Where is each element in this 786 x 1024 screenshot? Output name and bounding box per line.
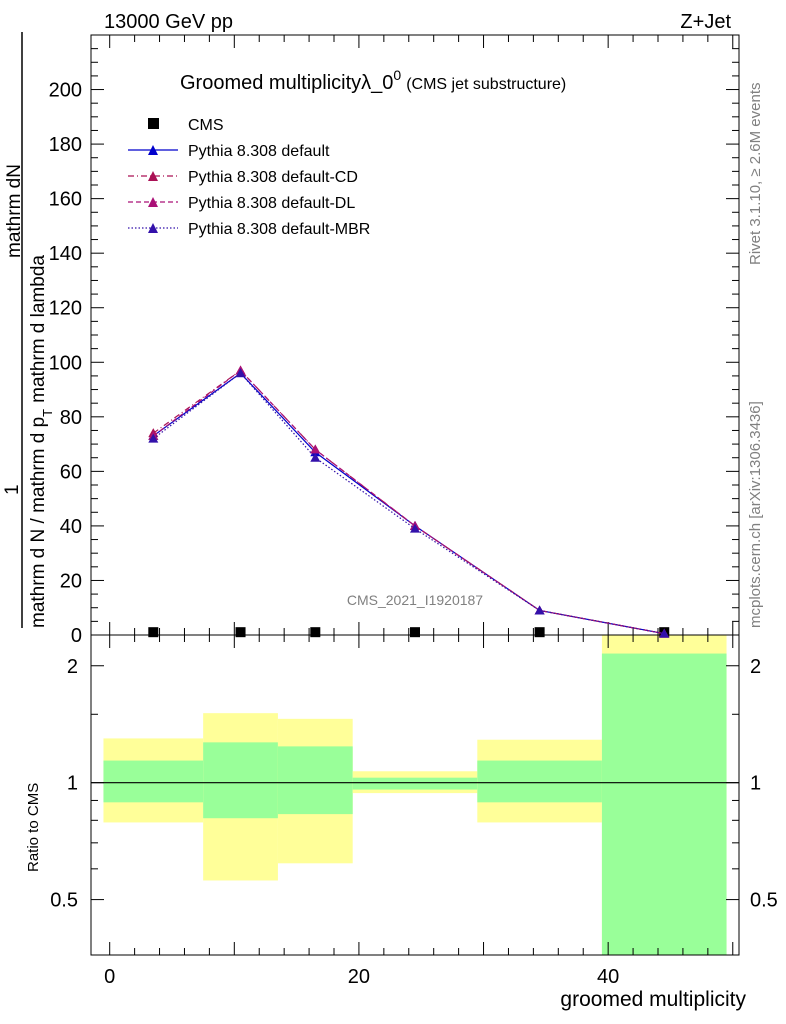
- y-label-numerator: mathrm dN: [4, 164, 25, 258]
- series-4-point-2: [310, 452, 321, 462]
- legend-label-0: CMS: [188, 117, 224, 134]
- ratio-band-inner-2: [277, 746, 353, 815]
- legend-marker-4: [148, 223, 158, 233]
- ratio-ytick-label-left-2: 2: [67, 656, 78, 678]
- cms-point-3: [410, 627, 420, 638]
- series-4-point-1: [235, 368, 246, 378]
- ratio-band-inner-3: [352, 777, 478, 790]
- side-label-top: Rivet 3.1.10, ≥ 2.6M events: [747, 83, 764, 266]
- main-axes: 0 20 40 60 80 100 120 140 160 180 200: [49, 34, 740, 647]
- cms-point-0: [148, 627, 159, 638]
- series-4-point-5: [659, 628, 670, 638]
- side-label-bottom: mcplots.cern.ch [arXiv:1306.3436]: [747, 401, 764, 628]
- legend-label-3: Pythia 8.308 default-DL: [188, 195, 355, 212]
- series-3-point-2: [310, 444, 321, 454]
- y-label-lower: mathrm d N / mathrm d pTmathrm d lambda: [28, 255, 55, 628]
- cms-point-4: [534, 627, 545, 638]
- ratio-ytick-label-left-1: 1: [67, 773, 78, 795]
- main-ytick-label-7: 140: [49, 243, 82, 265]
- cms-point-2: [310, 627, 321, 638]
- legend-marker-2: [148, 171, 158, 181]
- chart-title: Groomed multiplicityλ_00 (CMS jet substru…: [180, 67, 566, 94]
- legend-marker-3: [148, 197, 158, 207]
- ratio-band-inner-1: [203, 742, 278, 819]
- series-line-3: [152, 369, 665, 635]
- main-ytick-label-0: 0: [71, 625, 82, 647]
- cms-point-1: [235, 627, 246, 638]
- ratio-band-inner-5: [601, 653, 727, 955]
- legend-marker-1: [148, 145, 158, 155]
- series-4-point-4: [534, 605, 545, 615]
- chart-title-sub: (CMS jet substructure): [406, 76, 566, 93]
- y-label-sub: T: [40, 409, 55, 417]
- ratio-ytick-label-left-0: 0.5: [50, 890, 78, 912]
- watermark-label: CMS_2021_I1920187: [347, 592, 483, 608]
- main-ytick-label-8: 160: [49, 189, 82, 211]
- ratio-ytick-label-right-2: 2: [750, 656, 761, 678]
- main-ytick-label-5: 100: [49, 352, 82, 374]
- main-ytick-label-4: 80: [60, 407, 82, 429]
- ratio-band-inner-4: [477, 760, 602, 803]
- x-axis-label: groomed multiplicity: [560, 988, 746, 1011]
- chart-title-sup: 0: [393, 67, 401, 83]
- series-4-point-3: [410, 523, 420, 533]
- series-4-point-0: [148, 433, 159, 443]
- legend-label-2: Pythia 8.308 default-CD: [188, 169, 358, 186]
- main-ytick-label-9: 180: [49, 134, 82, 156]
- legend-label-4: Pythia 8.308 default-MBR: [188, 221, 370, 238]
- header-right: Z+Jet: [680, 11, 731, 33]
- y-label-lower-text: mathrm d N / mathrm d p: [28, 417, 49, 628]
- ratio-axes: 0.5 0.51 12 20 20 40: [50, 634, 778, 988]
- main-ytick-label-6: 120: [49, 298, 82, 320]
- main-ytick-label-2: 40: [60, 516, 82, 538]
- xtick-label-2: 40: [597, 966, 619, 988]
- main-ytick-label-10: 200: [49, 80, 82, 102]
- xtick-label-1: 20: [348, 966, 370, 988]
- ratio-ytick-label-right-1: 1: [750, 773, 761, 795]
- ratio-band-inner-0: [103, 760, 204, 803]
- xtick-label-0: 0: [104, 966, 115, 988]
- ratio-ytick-label-right-0: 0.5: [750, 890, 778, 912]
- legend-marker-cms: [148, 118, 159, 129]
- chart-title-main: Groomed multiplicityλ_0: [180, 72, 393, 94]
- y-label-lambda: mathrm d lambda: [28, 255, 49, 403]
- y-axis-label: mathrm dN 1 mathrm d N / mathrm d pTmath…: [2, 32, 55, 628]
- main-ytick-label-1: 20: [60, 570, 82, 592]
- legend: CMS Pythia 8.308 default Pythia 8.308 defa…: [128, 117, 370, 238]
- header-left: 13000 GeV pp: [104, 11, 233, 33]
- ratio-axis-label: Ratio to CMS: [25, 783, 42, 872]
- series-layer: [148, 365, 670, 638]
- legend-label-1: Pythia 8.308 default: [188, 143, 330, 160]
- main-ytick-label-3: 60: [60, 461, 82, 483]
- y-label-prefix: 1: [2, 484, 23, 495]
- ratio-bands: [103, 635, 727, 955]
